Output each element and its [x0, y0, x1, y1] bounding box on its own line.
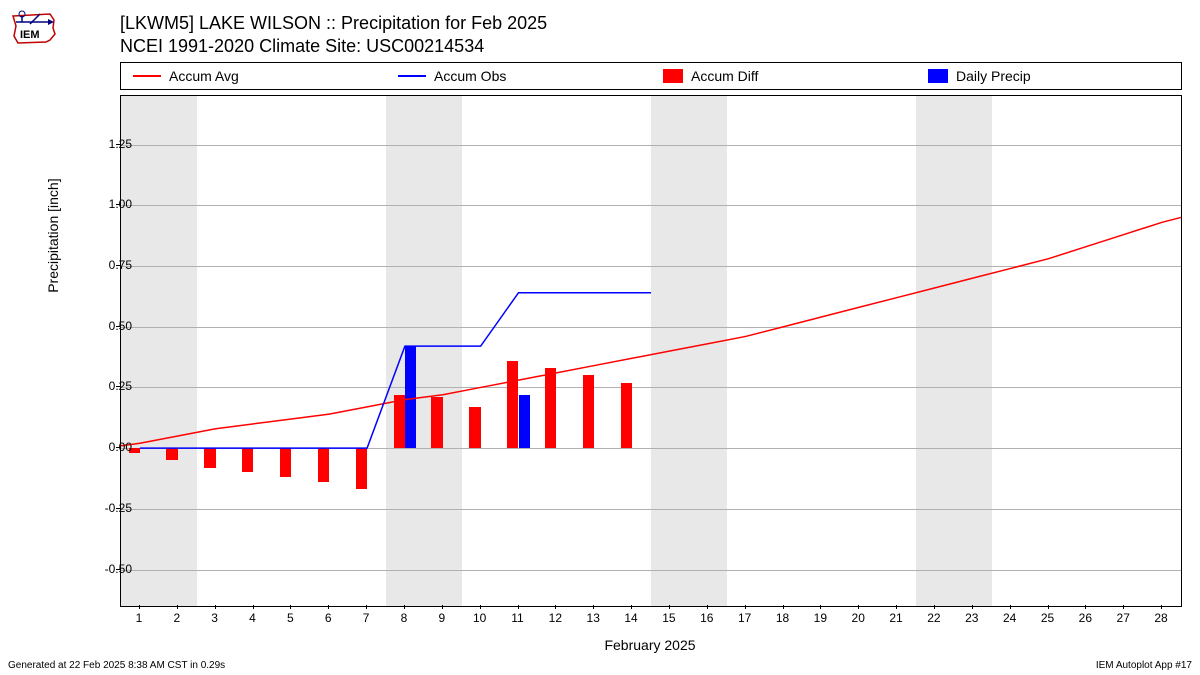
- x-tick-label: 17: [738, 611, 751, 625]
- x-tick-label: 12: [549, 611, 562, 625]
- y-tick-label: 1.25: [92, 137, 132, 151]
- x-tick-label: 20: [852, 611, 865, 625]
- y-tick-label: 0.25: [92, 379, 132, 393]
- y-tick-label: 0.75: [92, 258, 132, 272]
- legend-item: Daily Precip: [916, 68, 1181, 84]
- accum-avg-line: [121, 217, 1181, 445]
- x-tick-label: 22: [927, 611, 940, 625]
- footer-generated: Generated at 22 Feb 2025 8:38 AM CST in …: [8, 660, 225, 671]
- x-tick-label: 13: [587, 611, 600, 625]
- legend-label: Daily Precip: [956, 68, 1031, 84]
- x-tick-label: 23: [965, 611, 978, 625]
- x-tick-label: 7: [363, 611, 370, 625]
- legend-swatch: [398, 75, 426, 77]
- line-overlay: [121, 96, 1181, 606]
- x-tick-label: 1: [136, 611, 143, 625]
- x-tick-label: 8: [401, 611, 408, 625]
- y-axis-label: Precipitation [inch]: [45, 178, 61, 292]
- logo-text: IEM: [20, 29, 40, 41]
- y-tick-label: 0.50: [92, 319, 132, 333]
- x-tick-label: 5: [287, 611, 294, 625]
- x-tick-label: 15: [662, 611, 675, 625]
- x-tick-label: 21: [889, 611, 902, 625]
- x-tick-label: 11: [511, 611, 523, 625]
- x-tick-label: 24: [1003, 611, 1016, 625]
- legend-swatch: [928, 69, 948, 83]
- y-tick-label: -0.25: [92, 501, 132, 515]
- x-tick-label: 26: [1079, 611, 1092, 625]
- chart-title-block: [LKWM5] LAKE WILSON :: Precipitation for…: [120, 12, 547, 57]
- y-tick-label: -0.50: [92, 562, 132, 576]
- x-tick-label: 10: [473, 611, 486, 625]
- x-tick-label: 9: [438, 611, 445, 625]
- legend-item: Accum Obs: [386, 68, 651, 84]
- x-tick-label: 3: [211, 611, 218, 625]
- x-tick-label: 19: [814, 611, 827, 625]
- x-tick-label: 6: [325, 611, 332, 625]
- y-tick-label: 1.00: [92, 197, 132, 211]
- x-tick-label: 25: [1041, 611, 1054, 625]
- x-tick-label: 27: [1117, 611, 1130, 625]
- legend-item: Accum Avg: [121, 68, 386, 84]
- chart-title-line1: [LKWM5] LAKE WILSON :: Precipitation for…: [120, 12, 547, 35]
- x-tick-label: 14: [624, 611, 637, 625]
- iem-logo: IEM: [8, 8, 58, 48]
- chart-title-line2: NCEI 1991-2020 Climate Site: USC00214534: [120, 35, 547, 58]
- legend-swatch: [663, 69, 683, 83]
- legend-label: Accum Diff: [691, 68, 758, 84]
- x-tick-label: 18: [776, 611, 789, 625]
- x-tick-label: 4: [249, 611, 256, 625]
- iowa-outline-icon: IEM: [8, 8, 58, 48]
- legend-item: Accum Diff: [651, 68, 916, 84]
- plot-area: [120, 95, 1182, 607]
- accum-obs-line: [140, 293, 651, 448]
- x-axis-label: February 2025: [120, 637, 1180, 653]
- x-tick-label: 28: [1154, 611, 1167, 625]
- x-tick-label: 16: [700, 611, 713, 625]
- legend-label: Accum Avg: [169, 68, 239, 84]
- y-tick-label: 0.00: [92, 440, 132, 454]
- legend-swatch: [133, 75, 161, 77]
- legend-label: Accum Obs: [434, 68, 506, 84]
- x-tick-label: 2: [173, 611, 180, 625]
- legend: Accum Avg Accum Obs Accum Diff Daily Precip: [120, 62, 1182, 90]
- footer-app: IEM Autoplot App #17: [1096, 660, 1192, 671]
